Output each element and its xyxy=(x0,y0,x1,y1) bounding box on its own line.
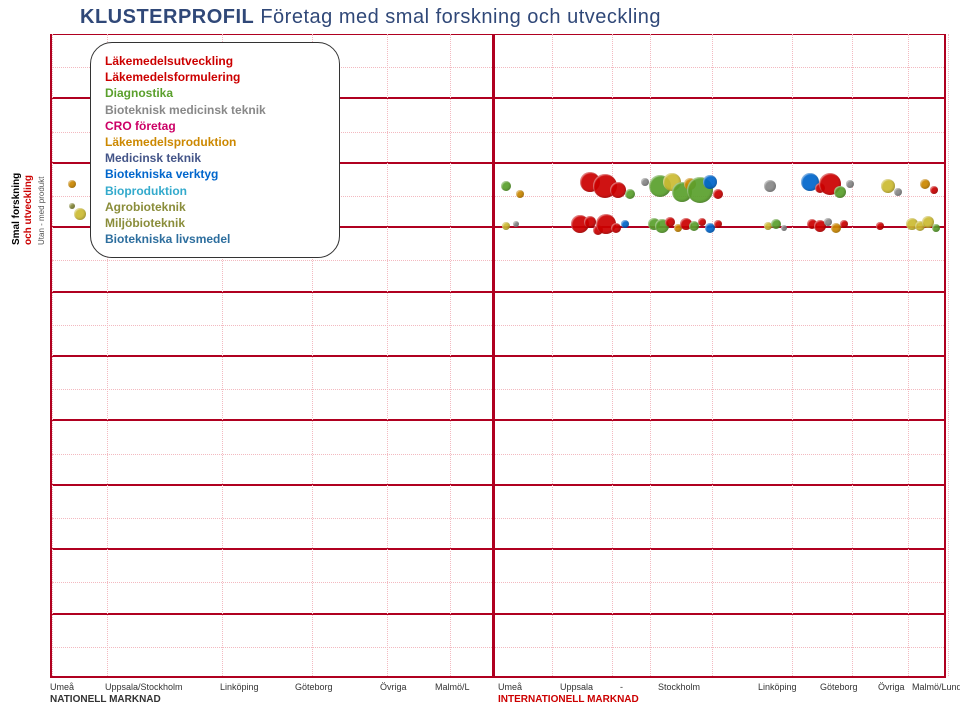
data-bubble xyxy=(611,223,621,233)
data-bubble xyxy=(920,179,930,189)
xaxis-label: Uppsala xyxy=(560,682,593,692)
ylabel-line1: Smal forskning xyxy=(12,173,23,245)
grid-vline xyxy=(612,34,613,676)
data-bubble xyxy=(840,220,848,228)
grid-row xyxy=(52,356,944,420)
grid-row xyxy=(52,420,944,484)
legend-item: Diagnostika xyxy=(105,85,325,101)
data-bubble xyxy=(641,178,649,186)
xaxis-label: Umeå xyxy=(50,682,74,692)
data-bubble xyxy=(74,208,86,220)
legend-item: CRO företag xyxy=(105,118,325,134)
data-bubble xyxy=(930,186,938,194)
grid-vline xyxy=(52,34,53,676)
legend-item: Miljöbioteknik xyxy=(105,215,325,231)
legend-item: Läkemedelsutveckling xyxy=(105,53,325,69)
xaxis-group-left: NATIONELL MARKNAD xyxy=(50,694,161,705)
xaxis-label: - xyxy=(620,682,623,692)
legend-item: Bioteknisk medicinsk teknik xyxy=(105,102,325,118)
grid-vline xyxy=(387,34,388,676)
legend-item: Biotekniska livsmedel xyxy=(105,231,325,247)
data-bubble xyxy=(516,190,524,198)
title-prefix: KLUSTERPROFIL xyxy=(80,6,254,28)
data-bubble xyxy=(625,189,635,199)
data-bubble xyxy=(876,222,884,230)
data-bubble xyxy=(610,182,626,198)
data-bubble xyxy=(781,225,787,231)
ylabel-line2: och utveckling xyxy=(24,175,35,245)
panel-divider xyxy=(492,34,495,676)
data-bubble xyxy=(714,220,722,228)
chart-title: KLUSTERPROFIL Företag med smal forskning… xyxy=(80,6,661,29)
data-bubble xyxy=(881,179,895,193)
data-bubble xyxy=(834,186,846,198)
grid-vline xyxy=(650,34,651,676)
legend-item: Läkemedelsproduktion xyxy=(105,134,325,150)
xaxis-label: Linköping xyxy=(220,682,259,692)
legend-box: LäkemedelsutvecklingLäkemedelsformulerin… xyxy=(90,42,340,258)
data-bubble xyxy=(771,219,781,229)
data-bubble xyxy=(621,220,629,228)
legend-item: Agrobioteknik xyxy=(105,199,325,215)
xaxis-label: Malmö/Lund xyxy=(912,682,960,692)
data-bubble xyxy=(932,224,940,232)
grid-vline xyxy=(852,34,853,676)
xaxis-label: Övriga xyxy=(878,682,905,692)
data-bubble xyxy=(894,188,902,196)
data-bubble xyxy=(502,222,510,230)
xaxis-label: Stockholm xyxy=(658,682,700,692)
xaxis-label: Uppsala/Stockholm xyxy=(105,682,183,692)
y-axis-label: Smal forskning och utveckling Utan - med… xyxy=(8,30,48,250)
grid-row xyxy=(52,549,944,613)
legend-item: Biotekniska verktyg xyxy=(105,166,325,182)
grid-row xyxy=(52,614,944,678)
grid-row xyxy=(52,292,944,356)
data-bubble xyxy=(501,181,511,191)
xaxis-label: Göteborg xyxy=(295,682,333,692)
grid-vline xyxy=(450,34,451,676)
title-rest: Företag med smal forskning och utvecklin… xyxy=(254,6,661,28)
xaxis-label: Umeå xyxy=(498,682,522,692)
legend-item: Läkemedelsformulering xyxy=(105,69,325,85)
legend-item: Medicinsk teknik xyxy=(105,150,325,166)
xaxis-label: Göteborg xyxy=(820,682,858,692)
grid-row xyxy=(52,485,944,549)
grid-vline xyxy=(552,34,553,676)
xaxis-label: Malmö/L xyxy=(435,682,470,692)
data-bubble xyxy=(69,203,75,209)
xaxis-label: Linköping xyxy=(758,682,797,692)
xaxis-label: Övriga xyxy=(380,682,407,692)
grid-vline xyxy=(908,34,909,676)
data-bubble xyxy=(846,180,854,188)
legend-item: Bioproduktion xyxy=(105,183,325,199)
data-bubble xyxy=(764,180,776,192)
grid-vline xyxy=(948,34,949,676)
grid-vline xyxy=(792,34,793,676)
chart-area: LäkemedelsutvecklingLäkemedelsformulerin… xyxy=(50,34,946,678)
data-bubble xyxy=(713,189,723,199)
grid-vline xyxy=(712,34,713,676)
ylabel-line3: Utan - med produkt xyxy=(38,177,46,245)
data-bubble xyxy=(68,180,76,188)
data-bubble xyxy=(513,221,519,227)
xaxis-group-right: INTERNATIONELL MARKNAD xyxy=(498,694,639,705)
data-bubble xyxy=(703,175,717,189)
